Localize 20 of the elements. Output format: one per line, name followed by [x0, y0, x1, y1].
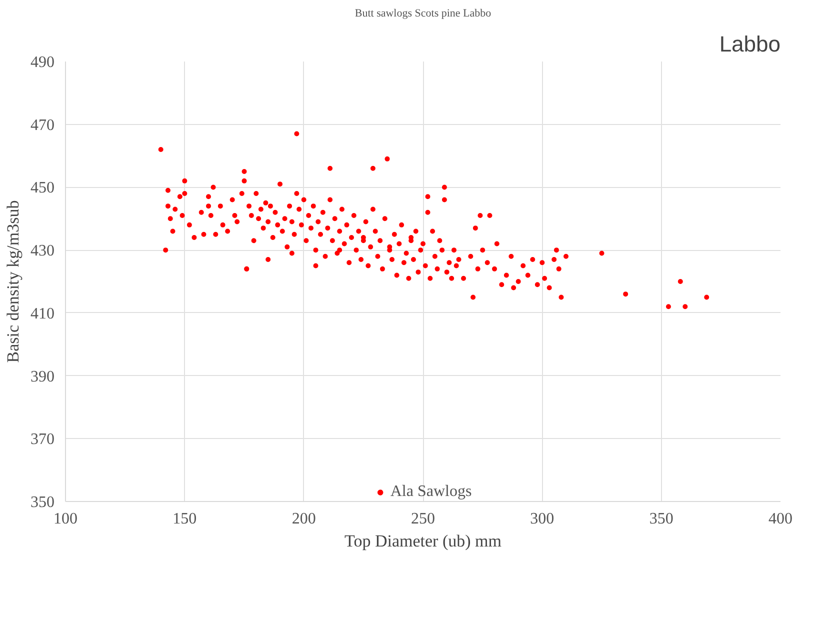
chart-title: Butt sawlogs Scots pine Labbo: [354, 8, 492, 20]
x-tick-label: 350: [649, 510, 674, 528]
y-axis-title: Basic density kg/m3sub: [4, 200, 22, 363]
x-tick-label: 400: [768, 510, 792, 528]
x-tick-label: 200: [292, 510, 316, 528]
y-tick-label: 430: [30, 242, 54, 260]
x-tick-label: 100: [54, 510, 78, 528]
y-tick-label: 490: [30, 54, 54, 71]
y-tick-label: 350: [30, 494, 54, 511]
legend-label: Ala Sawlogs: [390, 483, 472, 501]
x-axis-title: Top Diameter (ub) mm: [344, 532, 502, 550]
x-tick-label: 300: [530, 510, 554, 528]
x-tick-label: 250: [411, 510, 435, 528]
y-tick-label: 410: [30, 305, 54, 322]
y-tick-label: 370: [30, 431, 54, 448]
y-tick-label: 390: [30, 368, 54, 386]
x-tick-label: 150: [172, 510, 197, 528]
text: Labbo: [719, 32, 781, 56]
y-tick-label: 450: [30, 180, 54, 197]
y-tick-label: 470: [30, 116, 54, 134]
